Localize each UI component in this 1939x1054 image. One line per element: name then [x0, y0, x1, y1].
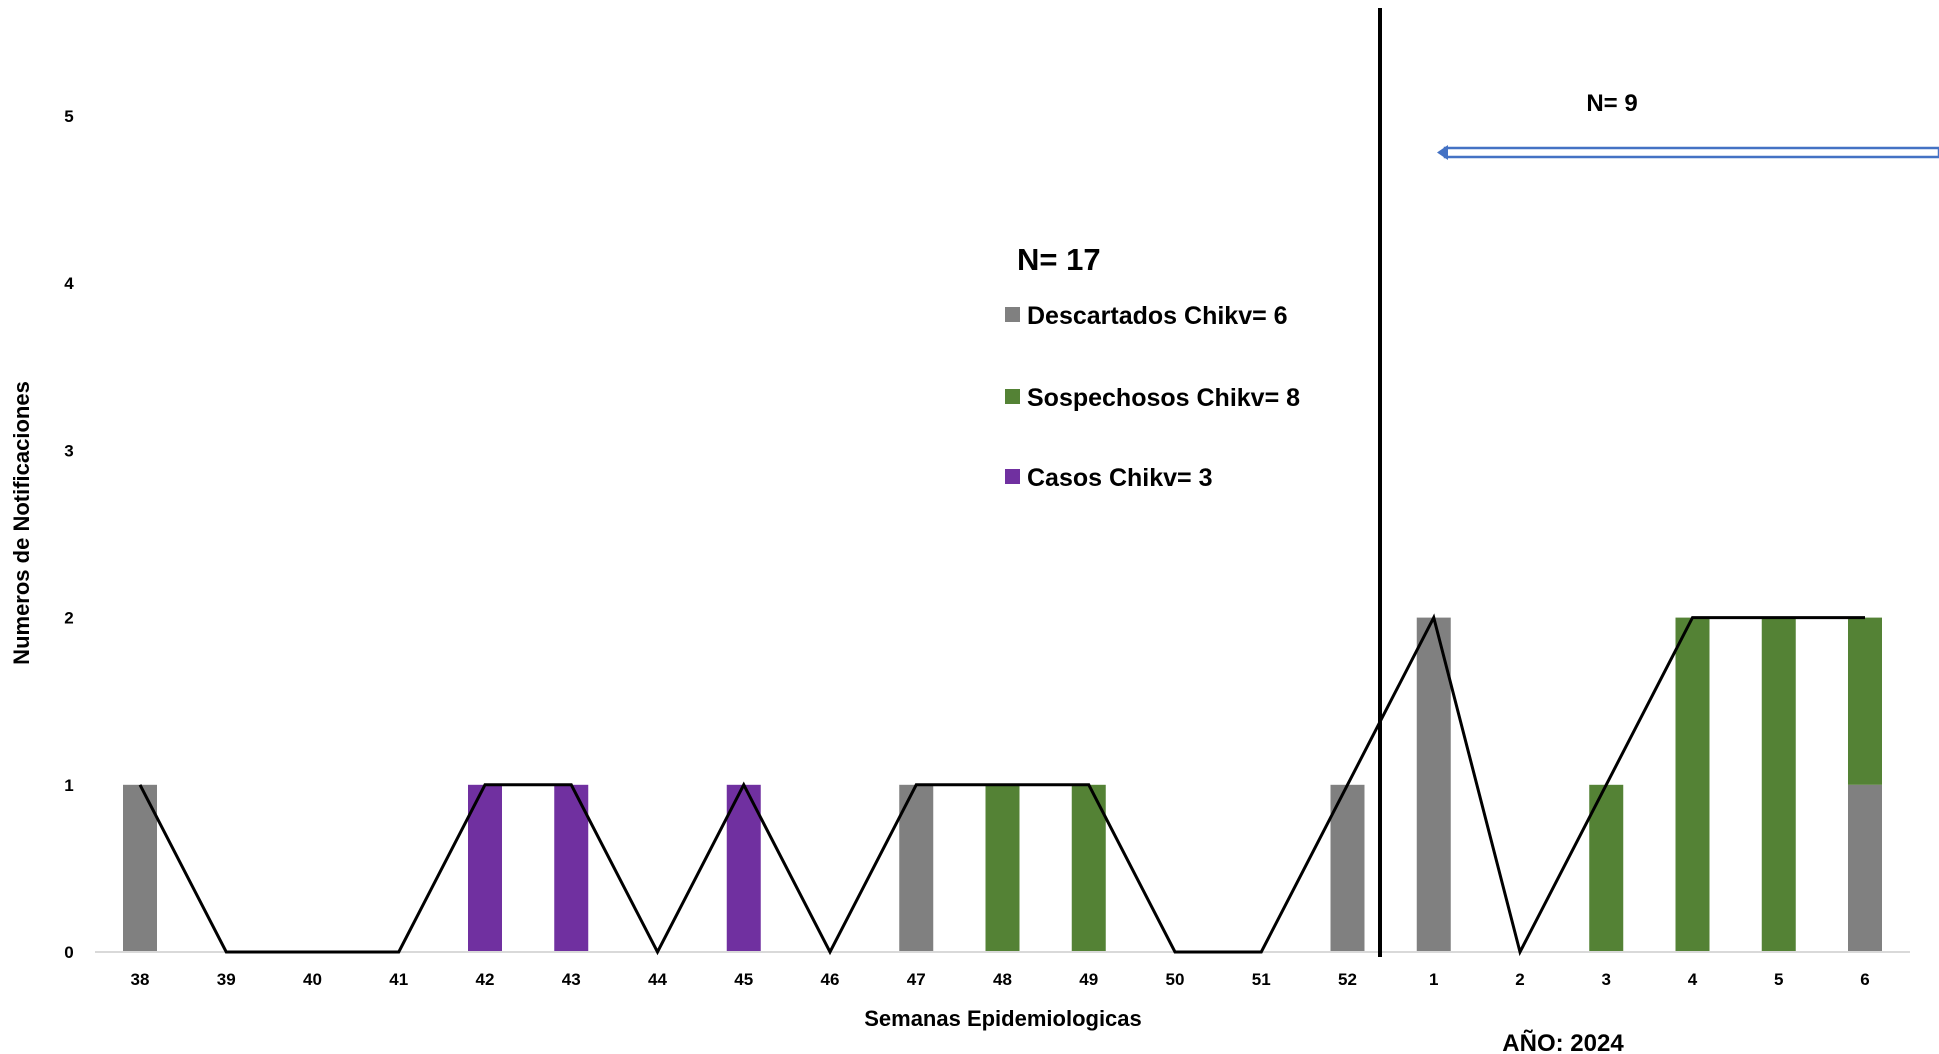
x-tick-5: 5: [1774, 970, 1783, 989]
x-tick-41: 41: [389, 970, 408, 989]
bars-layer: [123, 617, 1882, 952]
legend-title: N= 17: [1017, 242, 1101, 277]
x-tick-49: 49: [1079, 970, 1098, 989]
legend-label-2: Casos Chikv= 3: [1027, 464, 1213, 492]
legend-swatch-0: [1005, 307, 1020, 322]
x-tick-46: 46: [821, 970, 840, 989]
x-tick-labels: 38 39 40 41 42 43 44 45 46 47 48 49 50 51 52 1 2 3 4 5 6: [131, 970, 1870, 989]
x-tick-50: 50: [1166, 970, 1185, 989]
y-tick-1: 1: [64, 776, 73, 795]
x-tick-51: 51: [1252, 970, 1271, 989]
legend-label-0: Descartados Chikv= 6: [1027, 302, 1288, 330]
y-tick-2: 2: [64, 609, 73, 628]
x-tick-6: 6: [1860, 970, 1869, 989]
bar-43-series-2: [554, 784, 589, 952]
x-tick-2: 2: [1515, 970, 1524, 989]
legend: Descartados Chikv= 6 Sospechosos Chikv= 8…: [1005, 302, 1300, 492]
x-tick-1: 1: [1429, 970, 1438, 989]
bar-45-series-2: [726, 784, 761, 952]
x-tick-43: 43: [562, 970, 581, 989]
bar-38-series-0: [123, 784, 157, 952]
legend-label-1: Sospechosos Chikv= 8: [1027, 384, 1300, 412]
x-tick-44: 44: [648, 970, 667, 989]
x-tick-38: 38: [131, 970, 150, 989]
legend-swatch-2: [1005, 469, 1020, 484]
legend-swatch-1: [1005, 389, 1020, 404]
bar-42-series-2: [468, 784, 502, 952]
bar-6-series-1: [1848, 617, 1882, 785]
x-axis-title: Semanas Epidemiologicas: [864, 1006, 1142, 1031]
x-tick-45: 45: [734, 970, 753, 989]
bar-3-series-1: [1589, 784, 1624, 952]
x-tick-40: 40: [303, 970, 322, 989]
bar-52-series-0: [1330, 784, 1365, 952]
bar-4-series-1: [1675, 617, 1710, 952]
x-tick-47: 47: [907, 970, 926, 989]
x-tick-42: 42: [476, 970, 495, 989]
x-tick-4: 4: [1688, 970, 1698, 989]
y-tick-5: 5: [64, 107, 73, 126]
x-tick-3: 3: [1602, 970, 1611, 989]
y-tick-labels: 0 1 2 3 4 5: [64, 107, 74, 962]
bar-47-series-0: [899, 784, 934, 952]
bar-48-series-1: [985, 784, 1020, 952]
left-arrow-icon: [1437, 145, 1939, 160]
year-label: AÑO: 2024: [1502, 1029, 1624, 1054]
bar-6-series-0: [1848, 784, 1882, 952]
x-tick-52: 52: [1338, 970, 1357, 989]
x-tick-39: 39: [217, 970, 236, 989]
y-axis-title: Numeros de Notificaciones: [9, 381, 34, 665]
y-tick-0: 0: [64, 943, 73, 962]
y-tick-3: 3: [64, 441, 73, 460]
bar-5-series-1: [1761, 617, 1796, 952]
total-notifications-line: [138, 613, 1865, 957]
right-count-label: N= 9: [1586, 90, 1637, 117]
bar-49-series-1: [1071, 784, 1106, 952]
x-tick-48: 48: [993, 970, 1012, 989]
y-tick-4: 4: [64, 274, 74, 293]
bar-1-series-0: [1416, 617, 1451, 952]
